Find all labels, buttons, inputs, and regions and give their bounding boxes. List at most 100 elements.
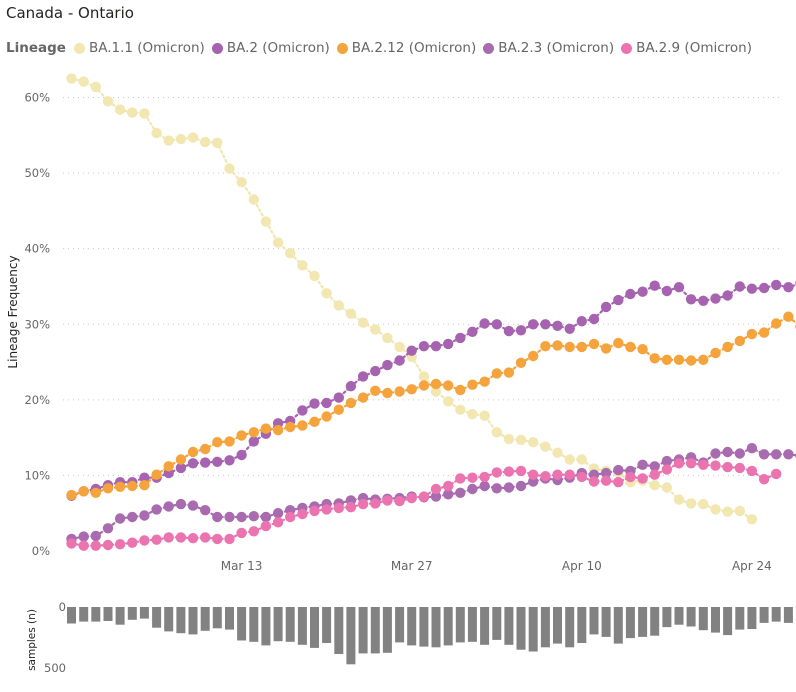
data-point bbox=[297, 260, 308, 271]
data-point bbox=[382, 332, 393, 344]
data-point bbox=[78, 486, 89, 497]
data-point bbox=[187, 500, 199, 511]
data-point bbox=[418, 491, 430, 502]
data-point bbox=[491, 483, 502, 494]
data-point bbox=[212, 456, 223, 467]
legend-item-ba-2-3[interactable]: BA.2.3 (Omicron) bbox=[483, 40, 614, 56]
legend-marker-ba-1-1 bbox=[73, 42, 85, 54]
data-point bbox=[175, 498, 187, 510]
data-point bbox=[515, 325, 527, 336]
data-point bbox=[260, 511, 272, 523]
legend-label-ba-2-12: BA.2.12 (Omicron) bbox=[351, 40, 477, 56]
data-point bbox=[382, 495, 393, 506]
data-point bbox=[722, 290, 733, 301]
samples-axis-title: samples (n) bbox=[26, 609, 38, 671]
data-point bbox=[151, 534, 162, 545]
data-point bbox=[625, 288, 636, 300]
samples-bar bbox=[698, 607, 708, 631]
data-point bbox=[127, 511, 138, 523]
data-point bbox=[710, 460, 721, 471]
data-point bbox=[430, 341, 442, 352]
legend-item-ba-2-9[interactable]: BA.2.9 (Omicron) bbox=[621, 40, 752, 56]
data-point bbox=[613, 477, 624, 488]
samples-bar bbox=[516, 607, 526, 650]
samples-bar bbox=[601, 607, 611, 637]
data-point bbox=[491, 467, 502, 478]
data-point bbox=[734, 281, 745, 292]
data-point bbox=[479, 471, 490, 483]
y-tick-label: 60% bbox=[24, 91, 50, 105]
data-point bbox=[187, 446, 199, 458]
data-point bbox=[613, 464, 624, 476]
data-point bbox=[285, 248, 296, 259]
data-point bbox=[710, 448, 721, 459]
data-point bbox=[722, 506, 733, 517]
data-point bbox=[722, 461, 733, 473]
legend-item-ba-1-1[interactable]: BA.1.1 (Omicron) bbox=[73, 40, 205, 56]
data-point bbox=[746, 443, 758, 454]
data-point bbox=[200, 136, 211, 148]
data-point bbox=[151, 469, 162, 480]
legend-label-ba-2-3: BA.2.3 (Omicron) bbox=[498, 40, 615, 56]
samples-bar bbox=[103, 607, 113, 621]
data-point bbox=[455, 404, 466, 415]
x-tick-label: Apr 24 bbox=[732, 559, 772, 573]
data-point bbox=[467, 483, 478, 495]
data-point bbox=[540, 319, 551, 330]
data-point bbox=[515, 465, 527, 477]
samples-bar bbox=[297, 607, 307, 645]
samples-bar bbox=[577, 607, 587, 643]
data-point bbox=[430, 483, 442, 495]
data-point bbox=[236, 449, 247, 461]
data-point bbox=[114, 481, 126, 492]
samples-bar bbox=[237, 607, 247, 641]
data-point bbox=[649, 280, 660, 291]
data-point bbox=[333, 392, 344, 403]
samples-bar bbox=[613, 607, 623, 644]
data-point bbox=[491, 427, 502, 438]
data-point bbox=[224, 511, 235, 523]
legend-item-ba-2[interactable]: BA.2 (Omicron) bbox=[211, 40, 330, 56]
data-point bbox=[783, 449, 794, 460]
data-point bbox=[625, 471, 636, 483]
data-point bbox=[661, 464, 673, 475]
data-point bbox=[224, 163, 235, 174]
x-tick-label: Mar 27 bbox=[391, 559, 433, 573]
data-point bbox=[479, 318, 490, 329]
data-point bbox=[613, 294, 624, 306]
samples-bar bbox=[188, 607, 198, 635]
data-point bbox=[102, 523, 114, 534]
data-point bbox=[722, 341, 733, 353]
samples-bar bbox=[127, 607, 137, 620]
samples-bar bbox=[565, 607, 575, 648]
data-point bbox=[685, 355, 697, 366]
data-point bbox=[540, 441, 551, 452]
legend-title: Lineage bbox=[6, 40, 66, 56]
samples-bar bbox=[650, 607, 660, 636]
data-point bbox=[236, 527, 247, 539]
data-point bbox=[139, 510, 150, 521]
legend: Lineage BA.1.1 (Omicron) BA.2 (Omicron) … bbox=[6, 38, 759, 58]
data-point bbox=[479, 376, 490, 387]
data-point bbox=[673, 458, 685, 469]
data-point bbox=[345, 397, 357, 409]
y-tick-label: 20% bbox=[24, 393, 50, 407]
data-point bbox=[722, 446, 733, 458]
samples-bar bbox=[638, 607, 648, 637]
data-point bbox=[151, 127, 162, 139]
data-point bbox=[357, 371, 369, 382]
data-point bbox=[102, 539, 114, 551]
samples-bar bbox=[200, 607, 210, 631]
samples-bar bbox=[334, 607, 344, 654]
data-point bbox=[321, 504, 332, 515]
data-point bbox=[734, 335, 745, 347]
data-point bbox=[564, 323, 575, 334]
data-point bbox=[321, 411, 332, 422]
data-point bbox=[540, 341, 551, 352]
data-point bbox=[285, 421, 296, 433]
data-point bbox=[200, 443, 211, 455]
data-point bbox=[430, 378, 442, 390]
legend-item-ba-2-12[interactable]: BA.2.12 (Omicron) bbox=[336, 40, 477, 56]
samples-bar bbox=[67, 607, 76, 624]
data-point bbox=[309, 416, 320, 427]
